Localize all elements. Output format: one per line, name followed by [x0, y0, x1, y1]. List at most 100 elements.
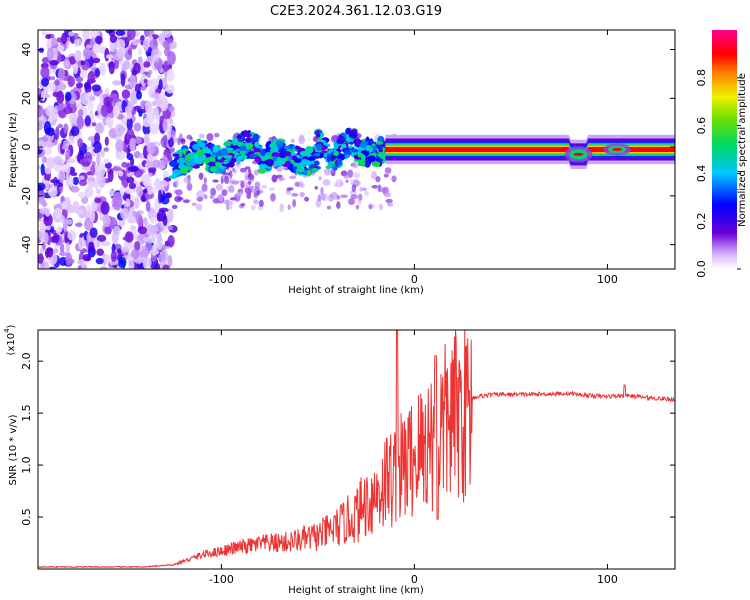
- heatmap-cell: [253, 148, 261, 153]
- heatmap-cell: [283, 151, 292, 157]
- heatmap-cell: [309, 163, 316, 169]
- heatmap-cell: [158, 207, 169, 213]
- heatmap-cell: [241, 130, 250, 138]
- heatmap-cell: [351, 183, 357, 193]
- heatmap-cell: [256, 190, 261, 196]
- y-tick-label: -40: [20, 236, 33, 254]
- heatmap-cell: [165, 84, 175, 94]
- heatmap-cell: [38, 227, 46, 242]
- heatmap-cell: [314, 185, 318, 190]
- heatmap-cell: [215, 183, 224, 191]
- heatmap-cell: [326, 205, 332, 210]
- heatmap-cell: [112, 105, 120, 119]
- heatmap-cell: [368, 138, 374, 145]
- heatmap-cell: [41, 201, 48, 208]
- heatmap-cell: [67, 76, 76, 87]
- heatmap-cell: [118, 218, 126, 227]
- heatmap-cell: [285, 190, 292, 195]
- heatmap-cell: [203, 177, 208, 184]
- heatmap-cell: [358, 193, 363, 201]
- heatmap-cell: [108, 60, 115, 75]
- snr-panel: -100 0 100 0.5 1.0 1.5 2.0 Height of straight…: [3, 324, 676, 596]
- heatmap-cell: [54, 79, 60, 86]
- snr-series-line: [38, 330, 675, 569]
- heatmap-cell: [172, 137, 178, 143]
- heatmap-cell: [80, 92, 90, 106]
- heatmap-cell: [315, 132, 321, 138]
- heatmap-cell: [377, 151, 385, 158]
- chart-title: C2E3.2024.361.12.03.G19: [270, 4, 442, 19]
- heatmap-cell: [188, 166, 193, 171]
- heatmap-cell: [135, 39, 142, 44]
- heatmap-cell: [344, 153, 350, 158]
- heatmap-cell: [375, 141, 384, 145]
- heatmap-cell: [75, 100, 83, 109]
- heatmap-cell: [352, 172, 361, 178]
- heatmap-cell: [348, 145, 354, 149]
- heatmap-cell: [137, 226, 147, 235]
- heatmap-cell: [223, 155, 233, 159]
- heatmap-cell: [120, 207, 130, 220]
- heatmap-cell: [114, 123, 125, 137]
- heatmap-cell: [115, 139, 125, 152]
- snr-x-ticks: -100 0 100: [209, 330, 618, 586]
- heatmap-cell: [99, 266, 108, 269]
- spectrogram-y-label: Frequency (Hz): [8, 112, 19, 188]
- heatmap-cell: [151, 34, 159, 39]
- heatmap-cell: [223, 175, 230, 184]
- heatmap-cell: [162, 264, 170, 269]
- heatmap-cell: [40, 90, 46, 102]
- heatmap-cell: [368, 204, 373, 210]
- heatmap-cell: [370, 170, 377, 180]
- heatmap-cell: [146, 112, 155, 124]
- heatmap-cell: [247, 143, 254, 150]
- heatmap-cell: [127, 30, 136, 40]
- heatmap-cell: [185, 153, 192, 162]
- heatmap-cell: [115, 30, 126, 36]
- heatmap-cell: [268, 187, 275, 191]
- heatmap-cell: [165, 192, 173, 199]
- heatmap-cell: [244, 171, 249, 177]
- heatmap-cell: [182, 167, 189, 174]
- heatmap-cell: [68, 31, 75, 37]
- heatmap-cell: [102, 214, 111, 228]
- heatmap-cell: [155, 240, 163, 251]
- heatmap-cell: [206, 133, 214, 142]
- heatmap-cell: [112, 225, 121, 238]
- heatmap-cell: [40, 163, 45, 176]
- heatmap-cell: [66, 219, 73, 226]
- heatmap-cell: [110, 250, 117, 263]
- heatmap-cell: [43, 213, 53, 227]
- heatmap-cell: [90, 164, 96, 176]
- heatmap-cell: [133, 122, 142, 132]
- heatmap-cell: [259, 149, 266, 157]
- heatmap-cell: [67, 229, 77, 241]
- heatmap-cell: [120, 246, 129, 253]
- heatmap-cell: [367, 155, 376, 163]
- heatmap-cell: [169, 160, 178, 167]
- x-tick-label: 0: [411, 573, 418, 586]
- heatmap-cell: [143, 30, 150, 38]
- heatmap-cell: [333, 150, 339, 156]
- y-tick-label: 1.0: [20, 456, 33, 474]
- heatmap-cell: [56, 45, 65, 52]
- heatmap-cell: [134, 241, 141, 252]
- heatmap-cell: [105, 30, 114, 34]
- heatmap-cell: [39, 207, 49, 215]
- heatmap-cell: [100, 201, 110, 215]
- colorbar-tick-label: 0.0: [695, 260, 708, 278]
- heatmap-cell: [327, 163, 332, 168]
- heatmap-cell: [239, 145, 248, 151]
- heatmap-cell: [292, 198, 297, 208]
- heatmap-cell: [359, 159, 366, 167]
- heatmap-cell: [298, 135, 306, 145]
- heatmap-cell: [100, 150, 105, 158]
- heatmap-cell: [270, 192, 276, 202]
- heatmap-cell: [68, 135, 76, 145]
- heatmap-cell: [162, 118, 168, 132]
- heatmap-cell: [258, 199, 264, 208]
- heatmap-cell: [340, 194, 349, 199]
- heatmap-cell: [38, 123, 43, 131]
- heatmap-cell: [149, 122, 160, 135]
- heatmap-cell: [250, 205, 256, 211]
